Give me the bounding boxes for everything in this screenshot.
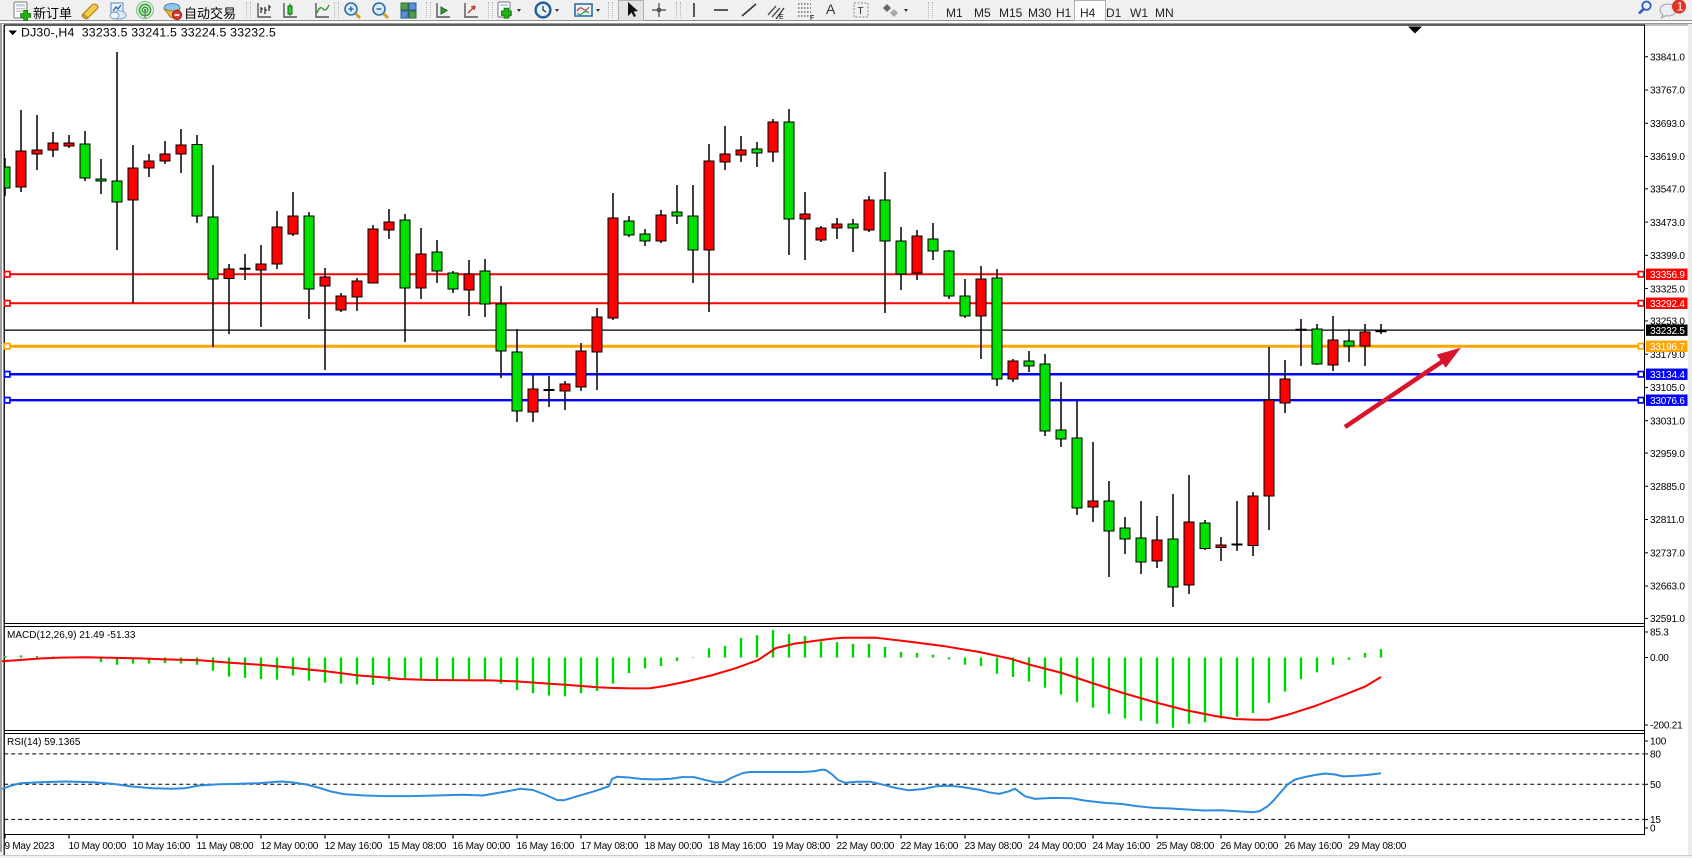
svg-text:33356.9: 33356.9 [1650,270,1685,281]
svg-text:18 May 16:00: 18 May 16:00 [709,841,767,852]
svg-text:26 May 16:00: 26 May 16:00 [1285,841,1343,852]
svg-text:85.3: 85.3 [1650,628,1669,639]
svg-text:10 May 00:00: 10 May 00:00 [69,841,127,852]
svg-text:25 May 08:00: 25 May 08:00 [1157,841,1215,852]
svg-text:16 May 00:00: 16 May 00:00 [453,841,511,852]
svg-text:DJ30-,H4 33233.5 33241.5 3322: DJ30-,H4 33233.5 33241.5 33224.5 33232.5 [21,26,276,40]
svg-text:32885.0: 32885.0 [1650,482,1685,493]
svg-text:33292.4: 33292.4 [1650,299,1685,310]
svg-text:32737.0: 32737.0 [1650,548,1685,559]
svg-text:22 May 00:00: 22 May 00:00 [837,841,895,852]
svg-text:18 May 00:00: 18 May 00:00 [645,841,703,852]
svg-text:33076.6: 33076.6 [1650,396,1685,407]
svg-text:1: 1 [1677,0,1684,14]
svg-text:33105.0: 33105.0 [1650,383,1685,394]
svg-text:23 May 08:00: 23 May 08:00 [965,841,1023,852]
svg-text:32663.0: 32663.0 [1650,582,1685,593]
svg-text:MACD(12,26,9) 21.49 -51.33: MACD(12,26,9) 21.49 -51.33 [7,630,136,641]
svg-text:33253.0: 33253.0 [1650,317,1685,328]
svg-text:T: T [858,6,864,17]
svg-text:33325.0: 33325.0 [1650,284,1685,295]
svg-text:33473.0: 33473.0 [1650,218,1685,229]
svg-text:32811.0: 32811.0 [1650,515,1685,526]
svg-text:33693.0: 33693.0 [1650,119,1685,130]
svg-text:-200.21: -200.21 [1650,721,1683,732]
svg-text:33196.7: 33196.7 [1650,342,1685,353]
svg-text:10 May 16:00: 10 May 16:00 [133,841,191,852]
svg-text:11 May 08:00: 11 May 08:00 [197,841,255,852]
svg-text:15: 15 [1650,815,1661,826]
svg-text:33179.0: 33179.0 [1650,350,1685,361]
svg-text:22 May 16:00: 22 May 16:00 [901,841,959,852]
svg-text:12 May 00:00: 12 May 00:00 [261,841,319,852]
svg-text:19 May 08:00: 19 May 08:00 [773,841,831,852]
svg-text:26 May 00:00: 26 May 00:00 [1221,841,1279,852]
svg-text:0.00: 0.00 [1650,653,1669,664]
svg-text:24 May 16:00: 24 May 16:00 [1093,841,1151,852]
svg-text:29 May 08:00: 29 May 08:00 [1349,841,1407,852]
svg-text:50: 50 [1650,780,1661,791]
svg-text:15 May 08:00: 15 May 08:00 [389,841,447,852]
svg-text:33767.0: 33767.0 [1650,86,1685,97]
svg-text:12 May 16:00: 12 May 16:00 [325,841,383,852]
svg-text:80: 80 [1650,750,1661,761]
svg-text:9 May 2023: 9 May 2023 [5,841,55,852]
svg-text:100: 100 [1650,737,1667,748]
svg-text:24 May 00:00: 24 May 00:00 [1029,841,1087,852]
svg-text:32591.0: 32591.0 [1650,614,1685,625]
svg-text:17 May 08:00: 17 May 08:00 [581,841,639,852]
svg-text:16 May 16:00: 16 May 16:00 [517,841,575,852]
svg-text:33547.0: 33547.0 [1650,185,1685,196]
svg-text:33841.0: 33841.0 [1650,52,1685,63]
svg-text:F: F [810,15,814,21]
svg-text:33619.0: 33619.0 [1650,152,1685,163]
svg-text:RSI(14) 59.1365: RSI(14) 59.1365 [7,737,81,748]
svg-text:33031.0: 33031.0 [1650,416,1685,427]
svg-text:33134.4: 33134.4 [1650,370,1685,381]
svg-text:33232.5: 33232.5 [1650,326,1685,337]
svg-text:E: E [779,14,784,21]
svg-text:0: 0 [1650,824,1656,835]
svg-text:33399.0: 33399.0 [1650,251,1685,262]
svg-text:32959.0: 32959.0 [1650,449,1685,460]
